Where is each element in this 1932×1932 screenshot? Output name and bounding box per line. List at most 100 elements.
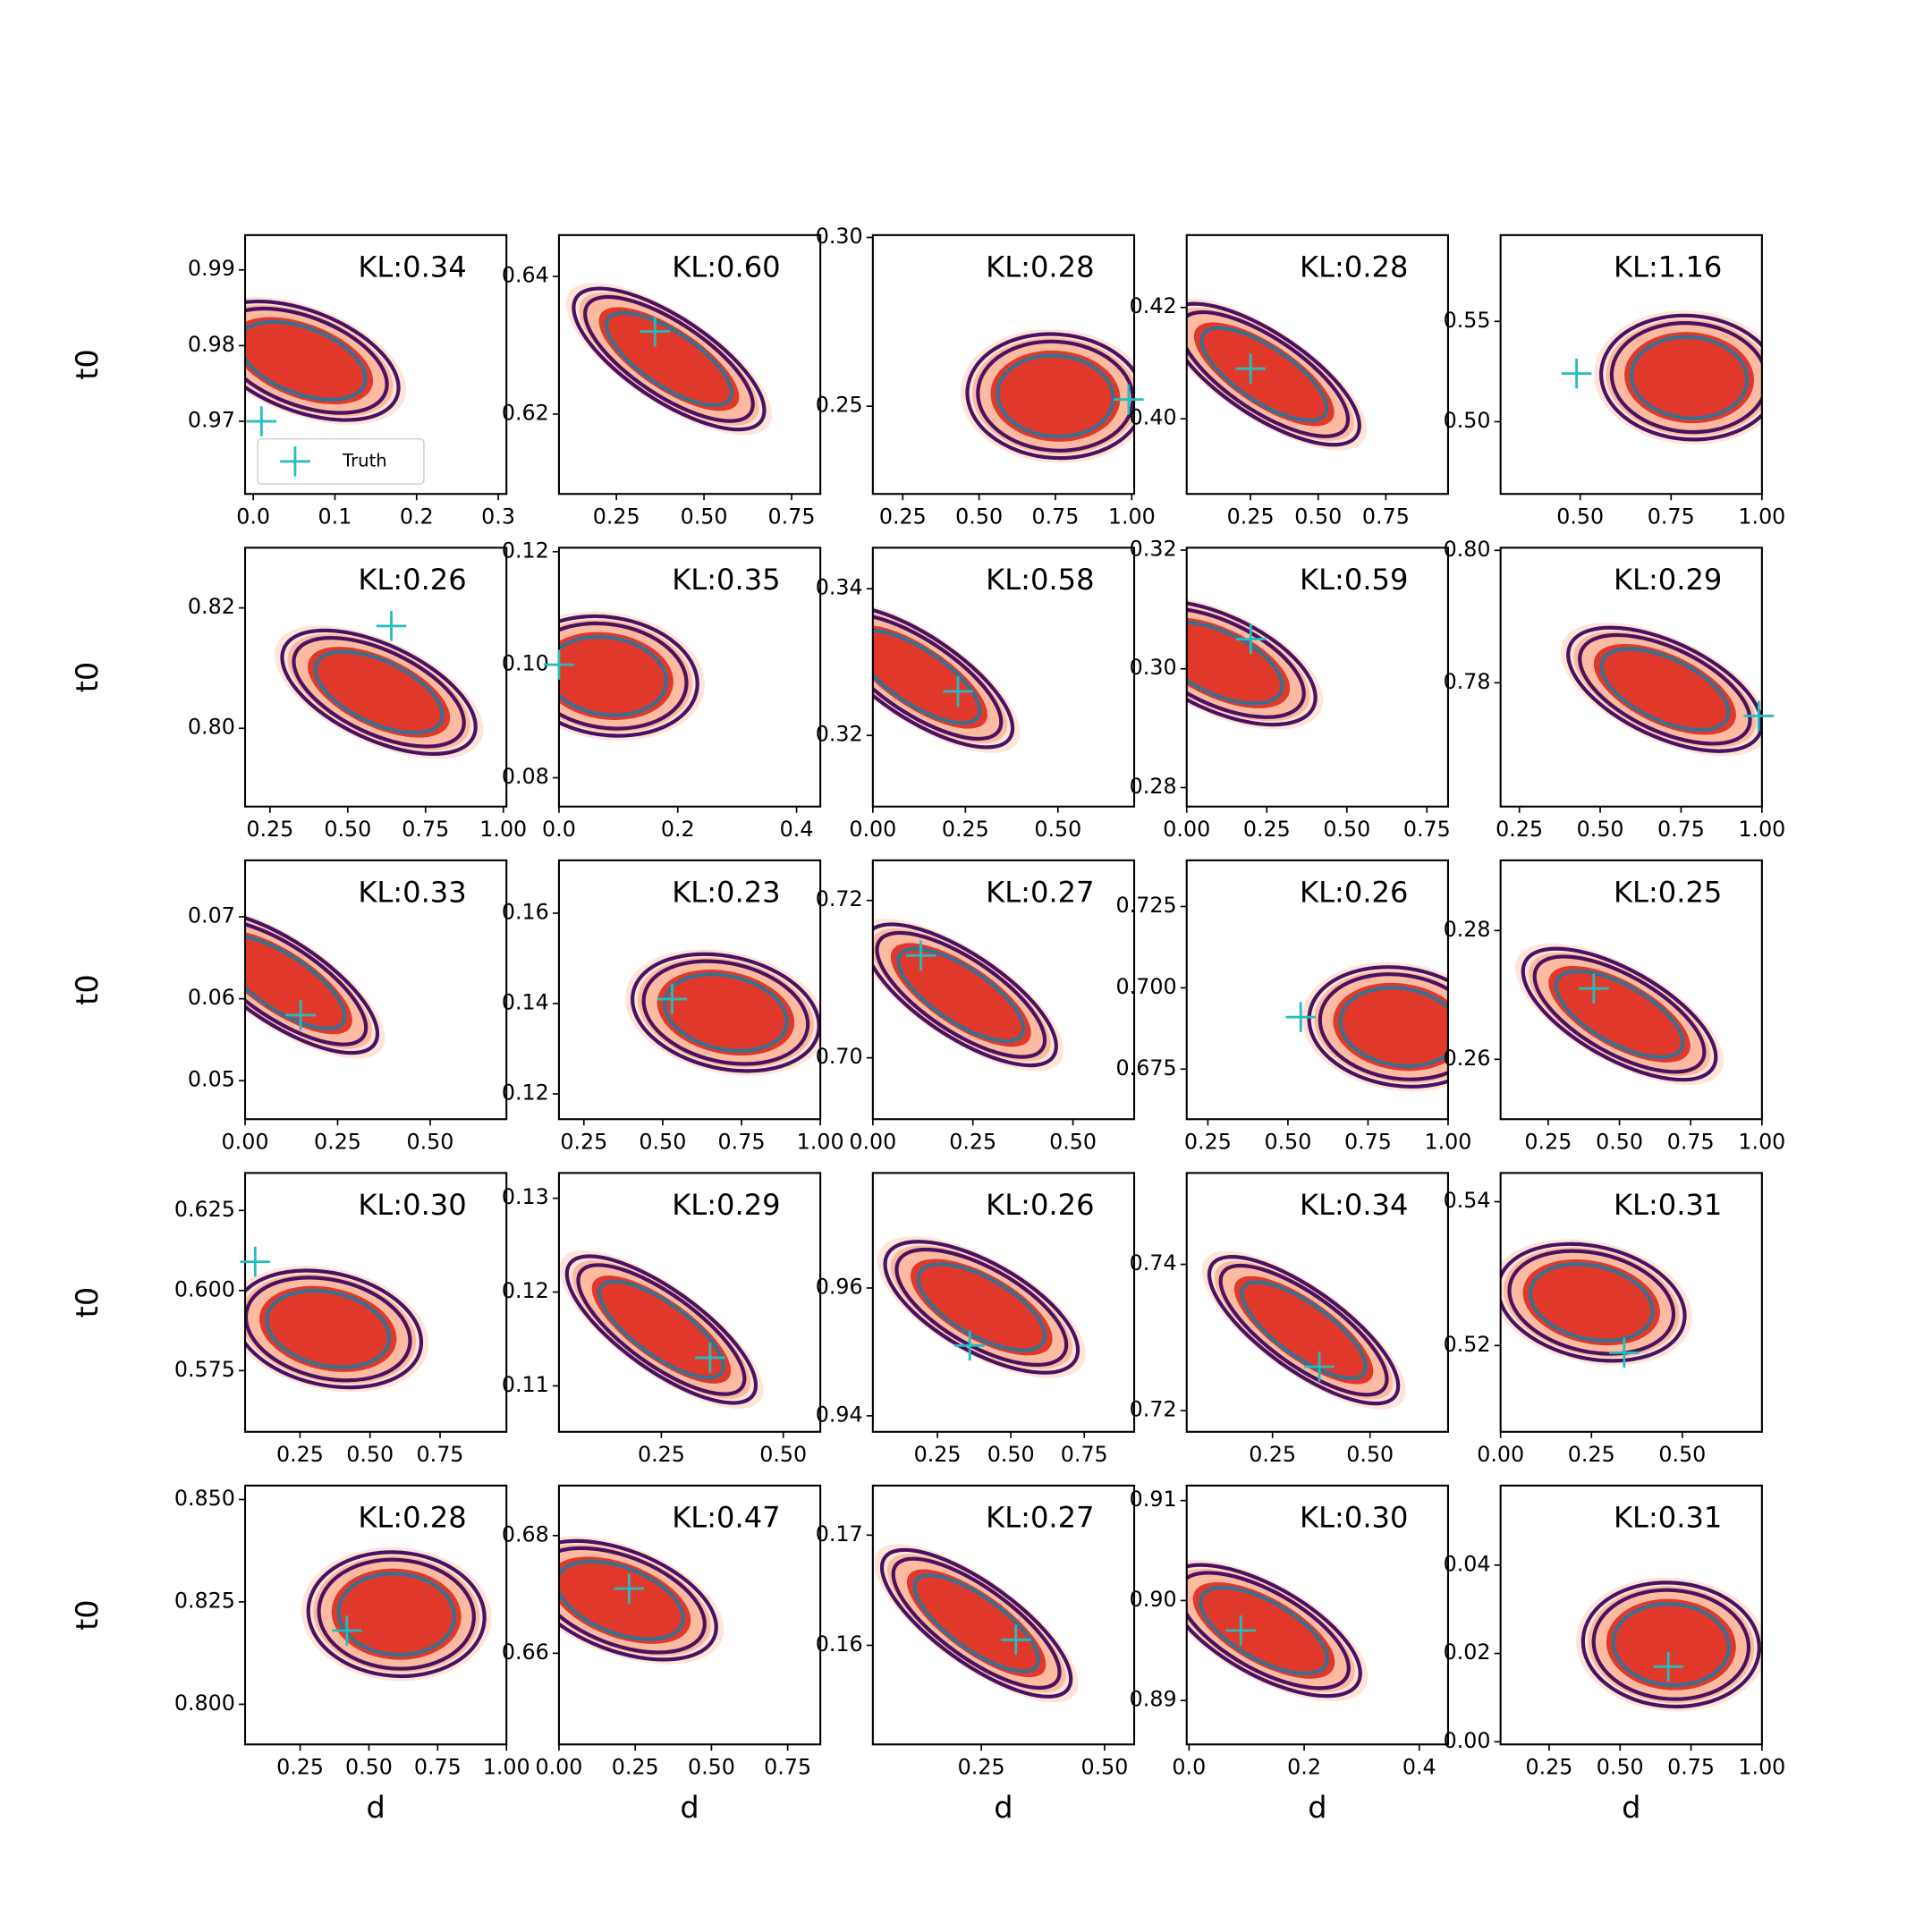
truth-marker	[332, 1615, 362, 1646]
density-contour	[976, 339, 1135, 453]
kl-annotation: KL:0.29	[1614, 563, 1722, 597]
axes-frame	[243, 1172, 508, 1433]
density-contour	[245, 934, 347, 1031]
truth-marker	[1304, 1352, 1335, 1382]
y-tick-label: 0.55	[1444, 308, 1491, 333]
density-fill	[1233, 1275, 1374, 1385]
axes-frame	[1185, 233, 1449, 496]
y-tick-label: 0.725	[1116, 893, 1177, 918]
density-contour	[1578, 632, 1752, 746]
y-tick-label: 0.575	[174, 1357, 235, 1382]
posterior-contours	[245, 296, 407, 425]
panel: 0.25 0.50 0.75 1.00 0.78 0.80 KL:0.29	[1444, 537, 1786, 842]
kl-annotation: KL:0.26	[358, 563, 466, 597]
y-tick-label: 0.72	[1130, 1397, 1177, 1422]
density-contour	[1591, 1588, 1751, 1701]
y-tick-label: 0.06	[188, 985, 235, 1010]
panel: 0.00 0.25 0.50 0.75 0.28 0.30 0.32 KL:0.59	[1130, 537, 1451, 842]
y-tick-label: 0.90	[1130, 1587, 1177, 1612]
density-contour	[1500, 1241, 1687, 1363]
axes-frame	[1499, 1172, 1763, 1433]
density-contour	[1207, 1255, 1401, 1406]
axes-frame	[1499, 233, 1763, 496]
density-contour	[872, 922, 1058, 1068]
density-contour	[583, 294, 755, 423]
x-tick-label: 0.25	[1524, 1129, 1572, 1154]
x-tick-label: 0.25	[1496, 817, 1543, 842]
density-contour	[265, 1288, 392, 1369]
posterior-contours	[245, 1266, 429, 1393]
density-contour	[1507, 1249, 1676, 1356]
density-contour	[576, 1263, 747, 1396]
density-contour	[1611, 1602, 1732, 1688]
posterior-contours	[1594, 310, 1762, 445]
density-contour	[558, 614, 699, 738]
y-tick-label: 0.28	[1130, 774, 1177, 799]
density-fill	[990, 350, 1121, 442]
x-tick-label: 0.25	[1249, 1442, 1296, 1467]
y-tick-label: 0.625	[174, 1197, 235, 1222]
density-contour	[1240, 1280, 1368, 1381]
posterior-contours	[960, 328, 1135, 463]
x-tick-label: 1.00	[1738, 817, 1785, 842]
density-fill	[331, 1568, 462, 1660]
density-fill	[598, 307, 740, 411]
density-fill	[558, 1556, 691, 1644]
panel: 0.25 0.50 0.75 1.00 0.800 0.825 0.850 KL:0.28 t0…	[70, 1484, 530, 1825]
x-tick-label: 0.00	[1163, 817, 1210, 842]
density-fill	[906, 1569, 1046, 1678]
density-contour	[996, 353, 1115, 439]
density-contour	[1199, 326, 1329, 423]
axes-frame	[1499, 859, 1763, 1121]
y-tick-label: 0.25	[816, 393, 863, 418]
density-contour	[558, 1546, 707, 1655]
y-tick-label: 0.34	[816, 575, 863, 600]
kl-annotation: KL:0.25	[1614, 876, 1722, 910]
y-tick-label: 0.05	[188, 1067, 235, 1092]
x-tick-label: 0.50	[987, 1442, 1035, 1467]
y-tick-label: 0.30	[1130, 655, 1177, 680]
y-tick-label: 0.07	[188, 903, 235, 928]
y-tick-label: 0.800	[174, 1690, 235, 1716]
density-contour	[572, 286, 767, 432]
x-tick-label: 0.0	[542, 817, 576, 842]
density-contour	[891, 1556, 1062, 1690]
density-contour	[1186, 599, 1318, 727]
x-tick-label: 0.50	[407, 1129, 454, 1154]
x-tick-label: 0.75	[764, 1754, 811, 1779]
x-tick-label: 0.50	[1346, 1442, 1394, 1467]
density-fill	[657, 970, 795, 1056]
axes-frame	[871, 1484, 1136, 1746]
panel: 0.00 0.25 0.50 0.75 0.66 0.68 KL:0.47 d	[502, 1484, 822, 1825]
density-contour	[313, 649, 445, 735]
truth-marker	[285, 1000, 316, 1030]
y-axis-label: t0	[70, 1599, 105, 1630]
kl-annotation: KL:0.27	[986, 1501, 1094, 1535]
x-tick-label: 0.75	[417, 1442, 464, 1467]
truth-marker	[1653, 1651, 1683, 1682]
x-tick-label: 0.75	[768, 504, 816, 529]
y-tick-label: 0.17	[816, 1521, 863, 1546]
x-tick-label: 0.50	[1081, 1754, 1129, 1779]
density-contour	[875, 930, 1047, 1059]
density-contour	[872, 604, 1015, 750]
x-tick-label: 1.00	[483, 1754, 530, 1779]
kl-annotation: KL:0.23	[672, 876, 780, 910]
truth-marker	[376, 611, 407, 641]
y-tick-label: 0.11	[502, 1372, 549, 1397]
y-tick-label: 0.91	[1130, 1487, 1177, 1512]
truth-marker	[1579, 973, 1609, 1004]
kl-annotation: KL:0.34	[358, 250, 466, 284]
x-tick-label: 0.50	[688, 1754, 735, 1779]
x-tick-label: 0.50	[1596, 1129, 1643, 1154]
y-tick-label: 0.78	[1444, 669, 1491, 694]
y-tick-label: 0.675	[1116, 1055, 1177, 1080]
truth-marker	[1114, 384, 1144, 415]
x-tick-label: 0.2	[1287, 1754, 1321, 1779]
panel: 0.00 0.25 0.50 0.52 0.54 KL:0.31	[1444, 1172, 1763, 1467]
density-contour	[1186, 301, 1361, 447]
density-contour	[1186, 1563, 1362, 1699]
kl-annotation: KL:0.26	[986, 1188, 1094, 1222]
density-contour	[965, 332, 1135, 461]
panel: 0.00 0.25 0.50 0.70 0.72 KL:0.27	[816, 859, 1136, 1154]
